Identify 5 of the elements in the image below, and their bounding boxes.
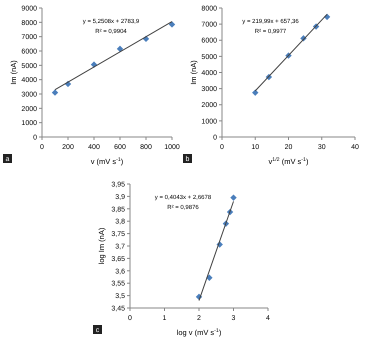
point [230, 194, 237, 201]
point [168, 21, 176, 28]
point [52, 89, 58, 96]
point [116, 46, 124, 52]
point [252, 89, 258, 96]
